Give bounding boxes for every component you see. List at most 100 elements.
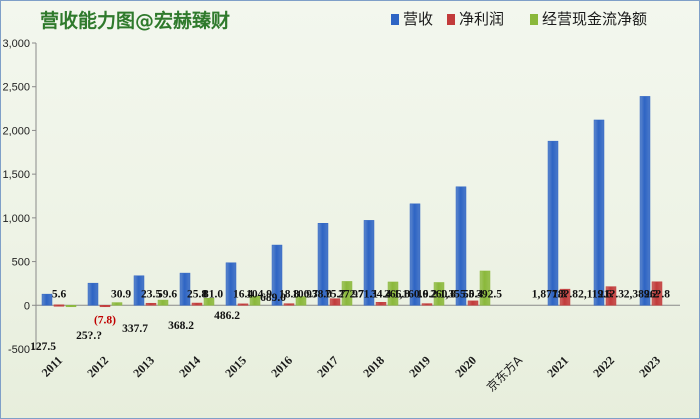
bar-2023-营收 <box>639 96 651 306</box>
bar-2015-净利润 <box>237 303 249 306</box>
data-label: 2,119.6 <box>578 288 612 300</box>
data-label: 337.7 <box>122 323 148 335</box>
bar-2017-经营现金流净额 <box>341 281 353 306</box>
data-label: 50.4 <box>463 288 483 300</box>
data-label: 18?.8 <box>552 288 578 300</box>
bar-2012-净利润 <box>99 305 111 308</box>
y-axis: -500 0 500 1,000 1,500 2,000 2,500 3,000 <box>2 38 680 356</box>
x-axis: 2011 2012 2013 2014 2015 2016 2017 2018 2019 2020… <box>39 352 663 394</box>
data-label: 368.2 <box>168 320 194 332</box>
bar-2014-营收 <box>179 272 191 306</box>
bar-2019-净利润 <box>421 303 433 306</box>
bar-2017-营收 <box>317 223 329 306</box>
bar-2018-经营现金流净额 <box>387 281 399 306</box>
bar-2018-营收 <box>363 220 375 306</box>
legend-label: 经营现金流净额 <box>542 10 647 28</box>
y-tick-label: -500 <box>8 344 30 356</box>
chart-title: 营收能力图@宏赫臻财 <box>40 9 230 32</box>
data-label: 100.7 <box>292 288 318 300</box>
y-tick-label: 2,000 <box>2 125 30 137</box>
data-label: (7.8) <box>94 314 116 326</box>
bar-2015-营收 <box>225 262 237 306</box>
data-label: 21?.3 <box>598 288 624 300</box>
data-label: 689.0 <box>260 292 286 304</box>
bar-2013-净利润 <box>145 302 157 306</box>
x-tick-label: 2022 <box>590 353 617 380</box>
data-labels: 127.5 5.6 25?.? (7.8) 30.9 337.7 23.559.6 368.2… <box>30 288 670 353</box>
data-label: 486.2 <box>214 310 240 322</box>
legend-swatch <box>447 14 455 25</box>
data-label: 266.8 <box>384 288 410 300</box>
y-tick-label: 2,500 <box>2 82 30 94</box>
data-label: 25?.? <box>76 330 102 342</box>
data-label: 26?.8 <box>644 288 670 300</box>
data-label: 30.9 <box>111 288 131 300</box>
bar-2021-营收 <box>547 140 559 306</box>
bar-2019-营收 <box>409 203 421 306</box>
data-label: 16.4 <box>233 288 253 300</box>
y-tick-label: 500 <box>12 257 30 269</box>
x-tick-label: 2023 <box>636 353 663 380</box>
x-tick-label: 2011 <box>39 353 65 379</box>
x-tick-label: 2015 <box>222 353 249 380</box>
data-label: 104.9 <box>246 288 272 300</box>
bar-2020-净利润 <box>467 300 479 306</box>
data-label: 19.2 <box>417 288 437 300</box>
data-label: 971.1 <box>352 288 378 300</box>
x-tick-label: 2016 <box>268 353 295 380</box>
bar-2023-净利润 <box>651 281 663 306</box>
bar-2019-经营现金流净额 <box>433 282 445 306</box>
data-label: 127.5 <box>30 341 56 353</box>
data-label: 392.5 <box>476 288 502 300</box>
legend: 营收 净利润 经营现金流净额 <box>391 10 647 28</box>
bar-2020-经营现金流净额 <box>479 270 491 306</box>
bars <box>41 96 663 308</box>
data-label: 75.7 <box>325 288 345 300</box>
data-label: 1,355.5 <box>440 288 475 300</box>
legend-swatch <box>391 14 399 25</box>
bar-2018-净利润 <box>375 302 387 306</box>
bar-2013-营收 <box>133 275 145 306</box>
bar-2021-净利润 <box>559 288 571 306</box>
bar-2022-营收 <box>593 119 605 306</box>
data-label: 81.0 <box>203 288 223 300</box>
x-tick-label: 2020 <box>452 353 479 380</box>
bar-2022-净利润 <box>605 286 617 306</box>
bar-2012-经营现金流净额 <box>111 302 123 306</box>
y-tick-label: 1,000 <box>2 213 30 225</box>
data-label: 1,877.3 <box>532 288 567 300</box>
data-label: 5.6 <box>52 288 67 300</box>
data-label: 1,160.6 <box>394 288 429 300</box>
data-label: 34.4 <box>371 288 391 300</box>
x-tick-label: 2013 <box>130 353 157 380</box>
data-label: 59.6 <box>157 288 177 300</box>
data-label: 272.7 <box>338 288 364 300</box>
bar-2015-经营现金流净额 <box>249 295 261 306</box>
bar-2016-净利润 <box>283 303 295 306</box>
data-label: 18.8 <box>279 288 299 300</box>
legend-label: 净利润 <box>459 10 504 28</box>
x-tick-label: 2019 <box>406 353 433 380</box>
bar-2013-经营现金流净额 <box>157 299 169 306</box>
data-label: 2,389.2 <box>624 288 659 300</box>
y-tick-label: 0 <box>24 300 30 312</box>
legend-label: 营收 <box>403 10 433 28</box>
bar-2016-营收 <box>271 244 283 306</box>
y-tick-label: 1,500 <box>2 169 30 181</box>
bar-2011-净利润 <box>53 304 65 307</box>
data-label: 260.8 <box>430 288 456 300</box>
data-label: 938.0 <box>306 288 332 300</box>
data-label: 25.8 <box>187 288 207 300</box>
x-tick-label: 2012 <box>84 353 111 380</box>
bar-2020-营收 <box>455 186 467 306</box>
bar-2014-经营现金流净额 <box>203 297 215 306</box>
x-tick-label: 2014 <box>176 353 203 380</box>
bar-2012-营收 <box>87 282 99 306</box>
y-tick-label: 3,000 <box>2 38 30 50</box>
bar-2016-经营现金流净额 <box>295 296 307 306</box>
data-label: 23.5 <box>141 288 161 300</box>
legend-swatch <box>530 14 538 25</box>
x-tick-label: 2021 <box>544 353 571 380</box>
bar-2017-净利润 <box>329 298 341 306</box>
